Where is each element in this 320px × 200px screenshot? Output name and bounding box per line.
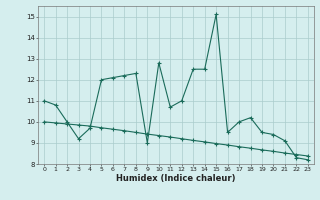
X-axis label: Humidex (Indice chaleur): Humidex (Indice chaleur) <box>116 174 236 183</box>
